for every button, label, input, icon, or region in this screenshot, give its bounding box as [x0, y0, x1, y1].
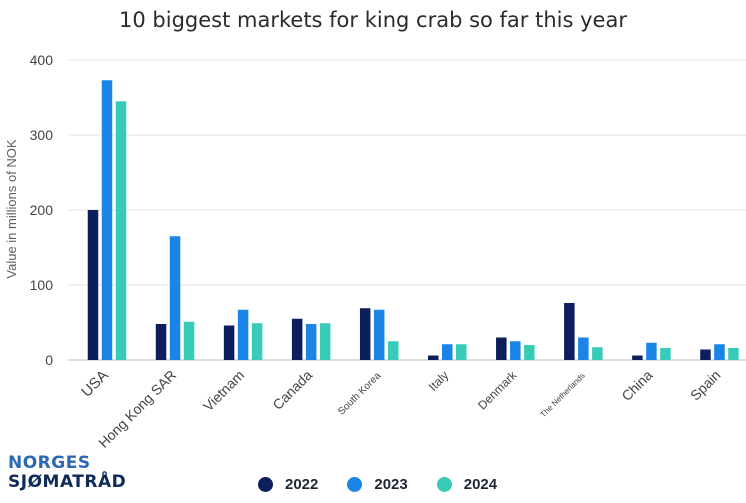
bar-2023[interactable]: [442, 344, 453, 360]
x-tick-label: South Korea: [336, 370, 383, 417]
y-tick-label: 200: [30, 202, 54, 218]
legend-label: 2023: [374, 476, 408, 493]
bar-2023[interactable]: [237, 309, 249, 360]
bar-2024[interactable]: [524, 345, 535, 360]
bar-2024[interactable]: [660, 348, 671, 360]
bar-2024[interactable]: [728, 348, 739, 360]
bar-2023[interactable]: [510, 341, 521, 360]
logo-line-1: NORGES: [8, 453, 91, 473]
x-tick-label: Italy: [426, 368, 451, 393]
bar-2024[interactable]: [115, 101, 127, 360]
bar-2022[interactable]: [700, 349, 711, 361]
bar-2023[interactable]: [714, 344, 725, 360]
y-tick-label: 300: [30, 127, 54, 143]
bar-2022[interactable]: [632, 355, 643, 361]
bar-2024[interactable]: [387, 341, 399, 360]
chart-legend: 2022 2023 2024: [258, 476, 526, 493]
bar-2023[interactable]: [101, 80, 113, 360]
bar-2022[interactable]: [428, 355, 439, 361]
bar-2023[interactable]: [169, 236, 181, 360]
bar-2024[interactable]: [456, 344, 467, 360]
legend-label: 2022: [285, 476, 319, 493]
bar-2022[interactable]: [291, 318, 303, 360]
bar-2024[interactable]: [319, 323, 331, 360]
legend-item-2022[interactable]: 2022: [258, 476, 318, 493]
bar-2024[interactable]: [251, 323, 263, 360]
bar-2022[interactable]: [223, 325, 235, 361]
legend-item-2024[interactable]: 2024: [436, 476, 498, 493]
x-tick-label: Canada: [269, 367, 315, 413]
bar-2022[interactable]: [359, 308, 371, 360]
bar-2023[interactable]: [305, 324, 317, 360]
bar-2022[interactable]: [564, 303, 575, 360]
x-tick-label: China: [618, 367, 655, 404]
bar-2023[interactable]: [578, 337, 589, 361]
bar-2023[interactable]: [373, 309, 385, 360]
y-tick-label: 400: [30, 52, 54, 68]
legend-swatch: [258, 477, 273, 492]
legend-item-2023[interactable]: 2023: [347, 476, 408, 493]
bar-2023[interactable]: [646, 342, 657, 360]
legend-swatch: [436, 477, 452, 492]
chart-title: 10 biggest markets for king crab so far …: [119, 8, 627, 32]
x-tick-label: Spain: [687, 367, 724, 404]
bar-2022[interactable]: [87, 210, 99, 360]
norges-sjomatrad-logo: NORGES SJØMATRÅD: [8, 454, 126, 492]
x-tick-label: Vietnam: [200, 367, 247, 414]
bar-2022[interactable]: [496, 337, 507, 361]
x-tick-label: The Netherlands: [539, 371, 587, 419]
legend-swatch: [347, 477, 363, 492]
y-tick-label: 0: [45, 352, 53, 368]
y-tick-label: 100: [30, 277, 54, 293]
bar-2024[interactable]: [592, 347, 603, 360]
logo-line-2: SJØMATRÅD: [8, 472, 127, 492]
bar-2024[interactable]: [183, 321, 195, 360]
legend-label: 2024: [463, 476, 498, 493]
x-tick-label: USA: [78, 367, 112, 401]
bar-2022[interactable]: [155, 324, 167, 360]
x-tick-label: Denmark: [475, 368, 520, 413]
y-axis-label: Value in millions of NOK: [4, 139, 19, 279]
